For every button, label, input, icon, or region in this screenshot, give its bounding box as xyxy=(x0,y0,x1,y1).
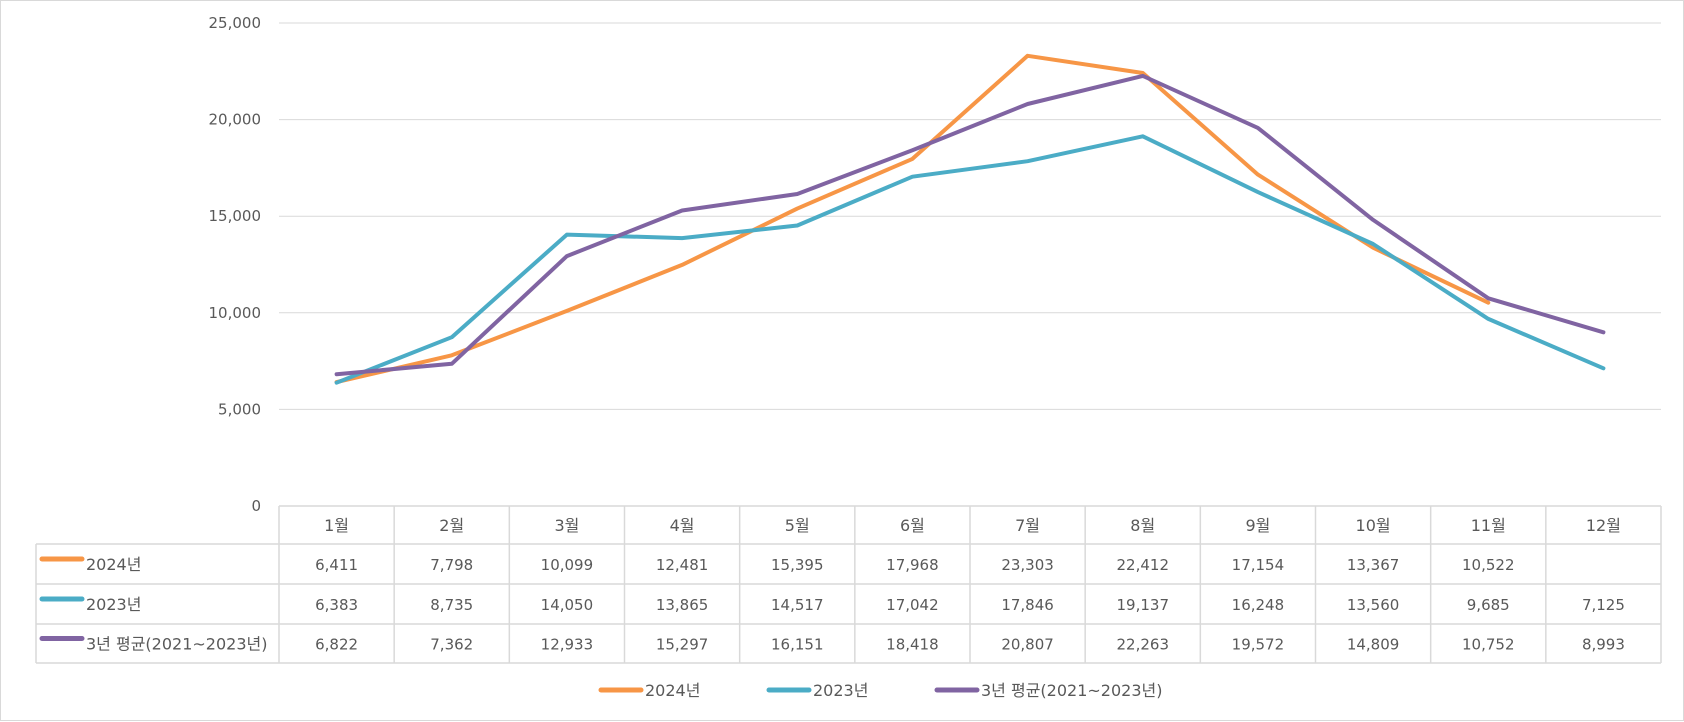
data-value: 10,099 xyxy=(541,556,594,574)
data-value: 18,418 xyxy=(886,636,939,654)
data-value: 9,685 xyxy=(1467,596,1510,614)
data-value: 7,362 xyxy=(430,636,473,654)
series-name-3: 3년 평균(2021~2023년) xyxy=(86,635,267,654)
series-lines xyxy=(334,53,1606,385)
category-label: 12월 xyxy=(1586,516,1621,535)
data-value: 15,395 xyxy=(771,556,824,574)
category-label: 6월 xyxy=(900,516,925,535)
y-tick-label: 5,000 xyxy=(218,400,261,418)
data-value: 8,993 xyxy=(1582,636,1625,654)
data-value: 16,151 xyxy=(771,636,824,654)
data-value: 22,412 xyxy=(1117,556,1170,574)
data-value: 19,572 xyxy=(1232,636,1285,654)
y-tick-label: 20,000 xyxy=(209,111,262,129)
category-label: 9월 xyxy=(1245,516,1270,535)
data-value: 14,517 xyxy=(771,596,824,614)
data-value: 15,297 xyxy=(656,636,709,654)
y-tick-label: 10,000 xyxy=(209,304,262,322)
y-tick-label: 0 xyxy=(251,497,261,515)
data-value: 12,481 xyxy=(656,556,709,574)
data-value: 10,522 xyxy=(1462,556,1515,574)
data-value: 7,798 xyxy=(430,556,473,574)
series-name-1: 2024년 xyxy=(86,555,141,574)
data-value: 17,846 xyxy=(1001,596,1054,614)
legend-label-3: 3년 평균(2021~2023년) xyxy=(981,681,1162,700)
data-value: 14,050 xyxy=(541,596,594,614)
category-label: 8월 xyxy=(1130,516,1155,535)
data-value: 13,865 xyxy=(656,596,709,614)
legend-label-2: 2023년 xyxy=(813,681,868,700)
category-label: 4월 xyxy=(670,516,695,535)
data-value: 20,807 xyxy=(1001,636,1054,654)
category-label: 10월 xyxy=(1356,516,1391,535)
data-value: 19,137 xyxy=(1117,596,1170,614)
data-value: 8,735 xyxy=(430,596,473,614)
data-value: 13,560 xyxy=(1347,596,1400,614)
series-line-1 xyxy=(334,53,1491,385)
gridlines xyxy=(279,22,1661,410)
category-label: 5월 xyxy=(785,516,810,535)
data-table: 1월 2월 3월 4월 5월 6월 7월 8월 9월 10월 11월 12월 2024년 6,411 7,7… xyxy=(35,505,1662,664)
data-value: 17,042 xyxy=(886,596,939,614)
data-value: 17,154 xyxy=(1232,556,1285,574)
data-value: 16,248 xyxy=(1232,596,1285,614)
data-value: 7,125 xyxy=(1582,596,1625,614)
series-line-3 xyxy=(334,73,1606,377)
data-value: 12,933 xyxy=(541,636,594,654)
data-value: 22,263 xyxy=(1117,636,1170,654)
data-value: 23,303 xyxy=(1001,556,1054,574)
y-axis: 0 5,000 10,000 15,000 20,000 25,000 xyxy=(209,14,262,515)
legend: 2024년 2023년 3년 평균(2021~2023년) xyxy=(598,681,1162,700)
y-tick-label: 25,000 xyxy=(209,14,262,32)
category-label: 3월 xyxy=(554,516,579,535)
data-value: 10,752 xyxy=(1462,636,1515,654)
data-value: 14,809 xyxy=(1347,636,1400,654)
y-tick-label: 15,000 xyxy=(209,207,262,225)
series-name-2: 2023년 xyxy=(86,595,141,614)
data-value: 17,968 xyxy=(886,556,939,574)
legend-label-1: 2024년 xyxy=(645,681,700,700)
category-label: 11월 xyxy=(1471,516,1506,535)
data-value: 6,822 xyxy=(315,636,358,654)
data-value: 6,411 xyxy=(315,556,358,574)
data-value: 6,383 xyxy=(315,596,358,614)
data-value: 13,367 xyxy=(1347,556,1400,574)
series-line-2 xyxy=(334,134,1606,385)
category-label: 1월 xyxy=(324,516,349,535)
category-label: 2월 xyxy=(439,516,464,535)
category-label: 7월 xyxy=(1015,516,1040,535)
